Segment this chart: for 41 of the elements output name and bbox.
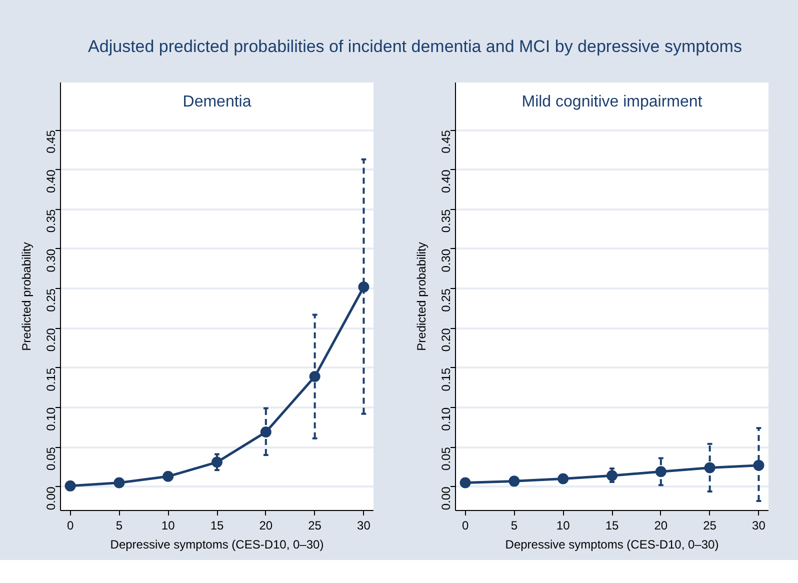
y-tick-label: 0.30 [439, 248, 453, 272]
y-tick-label: 0.25 [439, 288, 453, 312]
y-tick-label: 0.45 [439, 130, 453, 154]
x-tick-label: 15 [210, 518, 224, 532]
x-tick-label: 25 [703, 518, 717, 532]
y-tick-label: 0.05 [44, 446, 58, 470]
y-tick-label: 0.40 [44, 169, 58, 194]
y-tick-label: 0.30 [44, 248, 58, 272]
text: Mild cognitive impairment [522, 94, 703, 110]
y-axis-title: Predicted probability [414, 242, 428, 351]
y-tick-label: 0.10 [439, 407, 453, 431]
y-tick-label: 0.40 [439, 169, 453, 194]
y-tick-label: 0.45 [44, 130, 58, 154]
x-axis-title: Depressive symptoms (CES-D10, 0–30) [505, 538, 719, 552]
y-tick-label: 0.00 [439, 486, 453, 510]
x-tick-label: 10 [161, 518, 176, 532]
x-tick-label: 5 [510, 518, 518, 532]
x-axis-title: Depressive symptoms (CES-D10, 0–30) [110, 538, 324, 552]
x-tick-label: 20 [259, 518, 273, 532]
x-tick-label: 10 [556, 518, 570, 532]
x-tick-label: 30 [752, 518, 766, 532]
y-tick-label: 0.35 [439, 208, 453, 233]
y-tick-label: 0.15 [44, 368, 58, 392]
x-tick-label: 20 [654, 518, 668, 532]
y-tick-label: 0.05 [439, 446, 453, 470]
y-tick-label: 0.20 [44, 328, 58, 352]
y-tick-label: 0.00 [44, 486, 58, 510]
y-tick-label: 0.15 [439, 368, 453, 392]
x-tick-label: 15 [605, 518, 619, 532]
x-tick-label: 25 [308, 518, 322, 532]
x-tick-label: 0 [66, 518, 74, 532]
x-tick-label: 30 [357, 518, 371, 532]
x-tick-label: 0 [462, 518, 469, 532]
y-tick-label: 0.25 [44, 288, 58, 312]
y-tick-label: 0.10 [44, 407, 58, 431]
y-tick-label: 0.35 [44, 208, 58, 233]
text: Dementia [182, 94, 252, 110]
y-axis-title: Predicted probability [20, 242, 34, 351]
y-tick-label: 0.20 [439, 328, 453, 352]
text: Adjusted predicted probabilities of incident dementia and MCI by depressive symptoms [88, 36, 742, 58]
x-tick-label: 5 [116, 518, 123, 532]
